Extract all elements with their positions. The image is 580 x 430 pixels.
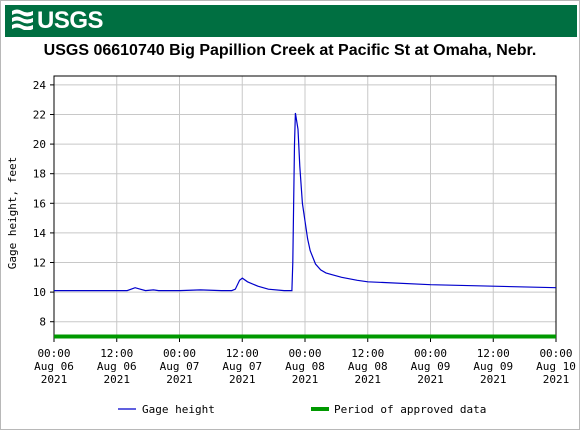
grid-lines [53,76,557,338]
x-tick-label-line: 12:00 [351,347,384,360]
x-tick-label: 00:00 Aug 10 2021 [536,347,576,386]
usgs-logo: USGS [11,7,104,35]
x-tick-label-line: 2021 [292,373,319,386]
legend: Gage height Period of approved data [118,403,486,416]
x-tick-label-line: 12:00 [100,347,133,360]
x-tick-label: 00:00 Aug 08 2021 [285,347,325,386]
y-axis-label: Gage height, feet [6,157,19,270]
chart-title: USGS 06610740 Big Papillion Creek at Pac… [43,42,537,59]
x-tick-label-line: 12:00 [477,347,510,360]
x-tick-label-line: 00:00 [37,347,70,360]
legend-gage-height-label: Gage height [142,403,215,416]
series-gage-height-line [54,112,557,292]
x-tick-label-line: 12:00 [226,347,259,360]
x-tick-label-line: Aug 10 [536,360,576,373]
x-tick-label: 00:00 Aug 06 2021 [34,347,74,386]
x-tick-label-line: 2021 [417,373,444,386]
y-tick-label: 22 [33,108,46,121]
x-tick-label-line: 2021 [229,373,256,386]
x-tick-label-line: 00:00 [163,347,196,360]
x-tick-label-line: Aug 07 [160,360,200,373]
y-ticks: 8 10 12 14 16 18 20 22 24 [33,79,54,329]
x-tick-label: 12:00 Aug 07 2021 [222,347,262,386]
x-tick-label-line: 00:00 [288,347,321,360]
y-tick-label: 24 [33,79,47,92]
y-tick-label: 12 [33,257,46,270]
x-tick-label: 12:00 Aug 08 2021 [348,347,388,386]
x-tick-label-line: Aug 06 [97,360,137,373]
usgs-logo-text: USGS [37,7,104,34]
x-tick-label-line: 2021 [104,373,131,386]
legend-approved-label: Period of approved data [334,403,486,416]
x-tick-label-line: Aug 09 [473,360,513,373]
x-tick-label-line: Aug 08 [285,360,325,373]
usgs-logo-icon [11,8,35,35]
x-tick-label-line: 2021 [41,373,68,386]
x-tick-label-line: 2021 [355,373,382,386]
y-tick-label: 18 [33,168,46,181]
x-tick-label: 12:00 Aug 06 2021 [97,347,137,386]
x-tick-label: 00:00 Aug 09 2021 [411,347,451,386]
x-tick-label-line: 2021 [543,373,570,386]
x-tick-label: 12:00 Aug 09 2021 [473,347,513,386]
x-tick-label-line: Aug 06 [34,360,74,373]
x-tick-label-line: 00:00 [539,347,572,360]
x-tick-label-line: Aug 08 [348,360,388,373]
x-tick-label-line: 00:00 [414,347,447,360]
usgs-banner: USGS [5,5,577,37]
y-tick-label: 10 [33,286,46,299]
series-group [54,112,557,339]
x-tick-label-line: Aug 09 [411,360,451,373]
x-tick-label-line: Aug 07 [222,360,262,373]
y-tick-label: 20 [33,138,46,151]
x-tick-label-line: 2021 [480,373,507,386]
x-tick-label-line: 2021 [166,373,193,386]
x-tick-label: 00:00 Aug 07 2021 [160,347,200,386]
y-tick-label: 8 [39,316,46,329]
y-tick-label: 14 [33,227,47,240]
y-tick-label: 16 [33,197,46,210]
